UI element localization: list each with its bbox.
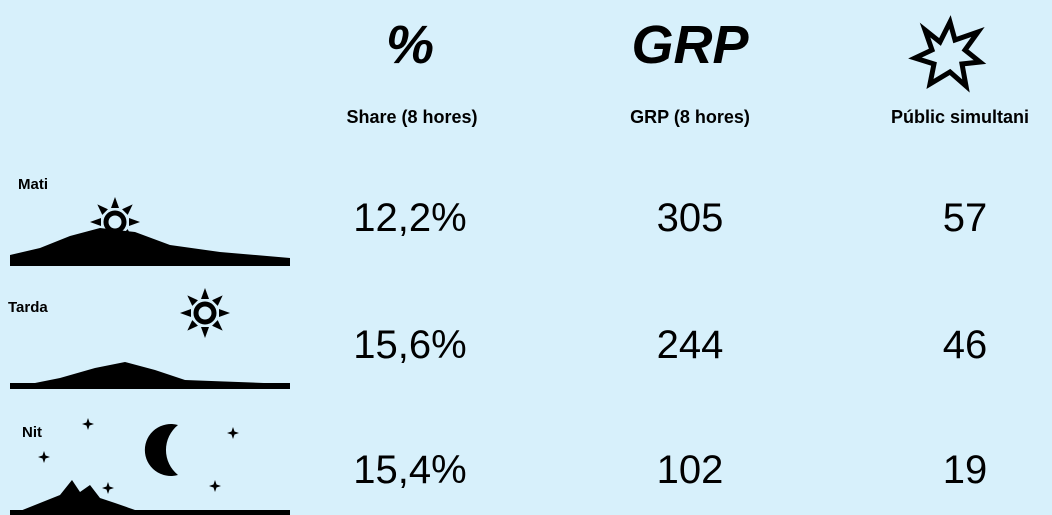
infographic: % GRP Share (8 hores) GRP (8 hores) Públ… — [0, 0, 1052, 515]
header-symbol: GRP — [631, 14, 748, 76]
share-value: 15,6% — [353, 323, 466, 368]
night-icon — [10, 418, 290, 515]
column-header: GRP (8 hores) — [630, 107, 750, 128]
audience-value: 57 — [943, 196, 988, 241]
audience-value: 46 — [943, 323, 988, 368]
burst-icon — [915, 22, 980, 86]
row-label: Mati — [18, 176, 48, 193]
row-label: Tarda — [8, 299, 48, 316]
grp-value: 102 — [657, 448, 724, 493]
header-symbol: % — [386, 14, 434, 76]
grp-value: 305 — [657, 196, 724, 241]
column-header: Públic simultani — [891, 107, 1029, 128]
morning-icon — [10, 197, 290, 266]
row-label: Nit — [22, 424, 42, 441]
column-header: Share (8 hores) — [346, 107, 477, 128]
share-value: 15,4% — [353, 448, 466, 493]
icons — [0, 0, 1052, 515]
afternoon-icon — [10, 288, 290, 389]
share-value: 12,2% — [353, 196, 466, 241]
grp-value: 244 — [657, 323, 724, 368]
audience-value: 19 — [943, 448, 988, 493]
